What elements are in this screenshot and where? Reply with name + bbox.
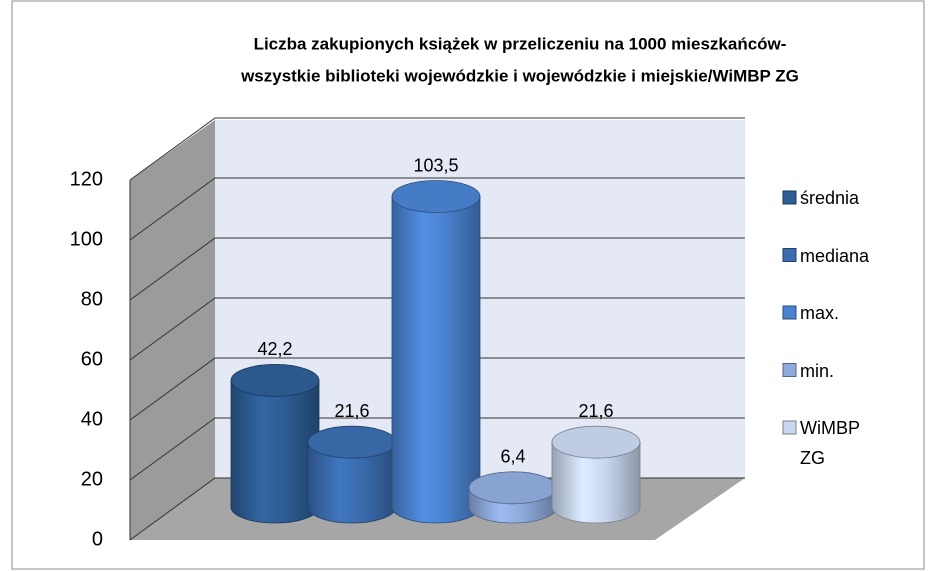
side-wall [130, 120, 215, 540]
grid-line [129, 297, 745, 361]
legend-entry: WiMBP ZG [800, 418, 860, 468]
legend-label: max. [800, 303, 840, 323]
chart-title: Liczba zakupionych książek w przeliczeni… [254, 34, 787, 53]
y-tick-label: 80 [81, 288, 103, 310]
grid-line [129, 417, 745, 481]
grid-line [129, 177, 745, 241]
cylinder-top [468, 471, 558, 505]
grid-line [129, 117, 745, 181]
legend-swatch [782, 305, 797, 320]
cylinder-top [307, 425, 397, 459]
y-tick-label: 100 [70, 228, 103, 250]
legend-entry: max. [800, 303, 840, 323]
chart-title: wszystkie biblioteki wojewódzkie i wojew… [240, 66, 799, 85]
data-label: 103,5 [413, 155, 458, 175]
y-tick-label: 120 [70, 168, 103, 190]
y-tick-label: 0 [92, 528, 103, 550]
cylinder-top [230, 363, 320, 397]
data-label: 6,4 [500, 447, 525, 467]
legend-swatch [782, 363, 797, 377]
legend-label: WiMBP ZG [800, 418, 860, 468]
grid-line [129, 357, 745, 421]
y-tick-label: 40 [81, 408, 103, 430]
grid-line [129, 237, 745, 301]
cylinder-body [551, 441, 641, 524]
legend-label: średnia [800, 188, 860, 208]
legend-label: mediana [800, 245, 870, 266]
legend-label: min. [800, 360, 835, 381]
data-label: 21,6 [578, 401, 613, 421]
legend-entry: mediana [800, 245, 870, 266]
data-label: 42,2 [257, 339, 292, 359]
legend-entry: średnia [800, 188, 860, 208]
legend-swatch [782, 248, 797, 262]
legend-swatch [782, 420, 797, 435]
cylinder-body [230, 380, 320, 524]
y-tick-label: 60 [81, 348, 103, 370]
cylinder-top [551, 425, 641, 459]
cylinder-top [391, 180, 481, 213]
cylinder-body [391, 196, 481, 524]
legend-swatch [782, 190, 797, 205]
data-label: 21,6 [334, 401, 369, 421]
legend-entry: min. [800, 360, 835, 381]
y-tick-label: 20 [81, 468, 103, 490]
